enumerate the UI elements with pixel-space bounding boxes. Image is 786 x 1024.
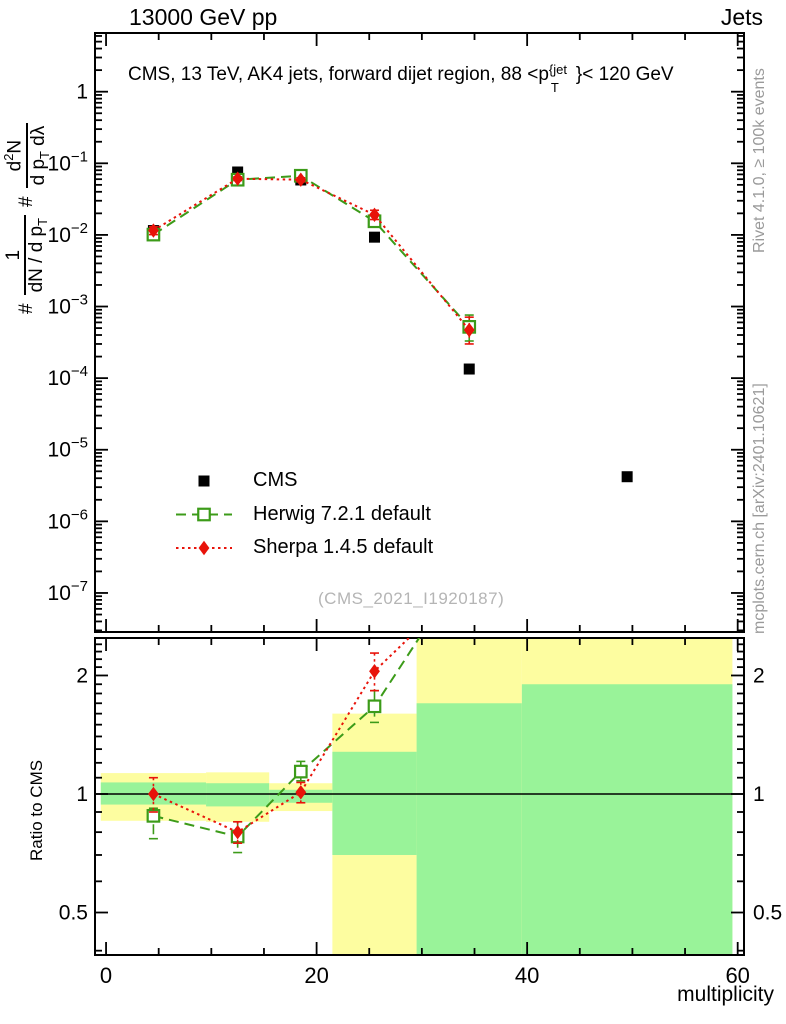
frac1-den-text: dN / d p (26, 225, 48, 293)
frac2-den-post: dλ (27, 125, 49, 152)
frac2-num-text: d (4, 160, 26, 172)
title-pre: CMS, 13 TeV, AK4 jets, forward dijet reg… (128, 64, 549, 85)
series-sherpa-1-4-5-default (148, 171, 475, 345)
marker-square (463, 363, 475, 375)
ratio-panel-ticks (95, 638, 744, 955)
marker-diamond (369, 207, 380, 222)
band-green (206, 783, 270, 807)
mcplots-source-note: mcplots.cern.ch [arXiv:2401.10621] (751, 383, 768, 634)
frac2-den-sub: T (36, 151, 52, 159)
ratio-uncertainty-bands (100, 638, 733, 955)
frac2-denominator: d pT dλ (25, 122, 52, 189)
marker-diamond (369, 664, 380, 679)
marker-diamond (198, 540, 210, 556)
main-ytick-label: 10−4 (48, 363, 88, 390)
marker-diamond (148, 786, 159, 802)
xtick-label: 0 (100, 963, 112, 988)
legend-sample-cms (198, 475, 210, 487)
marker-square (368, 231, 380, 243)
xtick-label: 40 (515, 963, 539, 988)
error-bar (296, 781, 306, 804)
main-panel-frame (94, 32, 745, 633)
series-herwig-7-2-1-default (146, 638, 421, 854)
x-axis-label: multiplicity (677, 983, 774, 1006)
legend-label-sherpa: Sherpa 1.4.5 default (253, 536, 434, 558)
legend-sample-herwig-7-2-1-default (176, 507, 232, 522)
band-green (521, 684, 733, 955)
marker-square (621, 471, 633, 483)
frac2-num-sup: 2 (1, 153, 16, 161)
frac2-numerator: d2N (1, 137, 26, 175)
ratio-ytick-label-right: 1 (753, 783, 765, 806)
series-cms (147, 166, 633, 483)
title-pt-stack: {jet T (549, 62, 576, 95)
marker-diamond (463, 322, 475, 338)
main-ytick-label: 10−6 (48, 506, 88, 533)
title-post: }< 120 GeV (575, 64, 674, 85)
frac2-num-post: N (4, 139, 26, 154)
marker-diamond (295, 785, 307, 800)
y-axis-label-ratio: Ratio to CMS (27, 759, 46, 861)
series-herwig-7-2-1-default (146, 168, 477, 342)
series-line (152, 174, 470, 328)
axis-tick-labels: 110−110−210−310−410−510−610−70.5 0.51 12 20… (48, 81, 783, 988)
marker-diamond (148, 223, 159, 238)
main-ytick-label: 10−3 (48, 292, 88, 319)
xtick-label: 20 (304, 963, 328, 988)
plot-title: CMS, 13 TeV, AK4 jets, forward dijet reg… (128, 62, 674, 95)
band-green (332, 751, 417, 855)
series-line (152, 638, 411, 834)
xtick-label: 60 (725, 963, 749, 988)
marker-open-square (367, 699, 382, 714)
legend-label-cms: CMS (253, 469, 298, 491)
marker-diamond (295, 172, 307, 187)
frac2-den-text: d p (27, 158, 49, 186)
title-superscript: {jet (548, 62, 567, 77)
process-group-label: Jets (720, 4, 763, 30)
ylabel-fraction-2: d2N d pT dλ (1, 122, 52, 189)
marker-open-square (293, 764, 308, 779)
error-bar (233, 820, 243, 844)
legend-label-herwig: Herwig 7.2.1 default (253, 503, 431, 525)
ratio-ytick-label-left: 0.5 (59, 902, 88, 925)
marker-diamond (232, 171, 244, 186)
analysis-id-watermark: (CMS_2021_I1920187) (318, 589, 505, 608)
marker-diamond (232, 824, 244, 840)
series-sherpa-1-4-5-default (148, 638, 411, 844)
main-ytick-label: 10−5 (48, 435, 88, 462)
frac1-den-sub: T (35, 217, 51, 226)
title-subscript: T (550, 80, 559, 95)
main-ytick-label: 10−2 (48, 220, 88, 247)
ylabel-hash-2: # (15, 196, 37, 207)
rivet-version-note: Rivet 4.1.0, ≥ 100k events (751, 68, 768, 253)
marker-square (198, 475, 210, 487)
y-axis-label-main: # 1 dN / d pT # d2N d pT dλ (1, 122, 52, 314)
legend-sample-sherpa-1-4-5-default (176, 540, 232, 556)
ratio-ytick-label-left: 1 (76, 783, 88, 806)
beam-energy-label: 13000 GeV pp (129, 4, 278, 30)
ylabel-fraction-1: 1 dN / d pT (3, 214, 51, 296)
ratio-ytick-label-right: 2 (753, 664, 765, 687)
error-bar (148, 776, 158, 813)
main-ytick-label: 1 (76, 81, 88, 104)
main-ytick-label: 10−7 (48, 578, 88, 605)
series-line (152, 177, 470, 331)
frac1-numerator: 1 (3, 249, 25, 261)
frac1-denominator: dN / d pT (24, 214, 51, 296)
band-green (416, 703, 522, 955)
ylabel-hash-1: # (15, 303, 37, 314)
marker-open-square (197, 507, 211, 522)
ratio-ytick-label-right: 0.5 (753, 902, 782, 925)
main-panel-ticks (95, 33, 744, 632)
main-ytick-label: 10−1 (48, 148, 88, 175)
ratio-ytick-label-left: 2 (76, 664, 88, 687)
